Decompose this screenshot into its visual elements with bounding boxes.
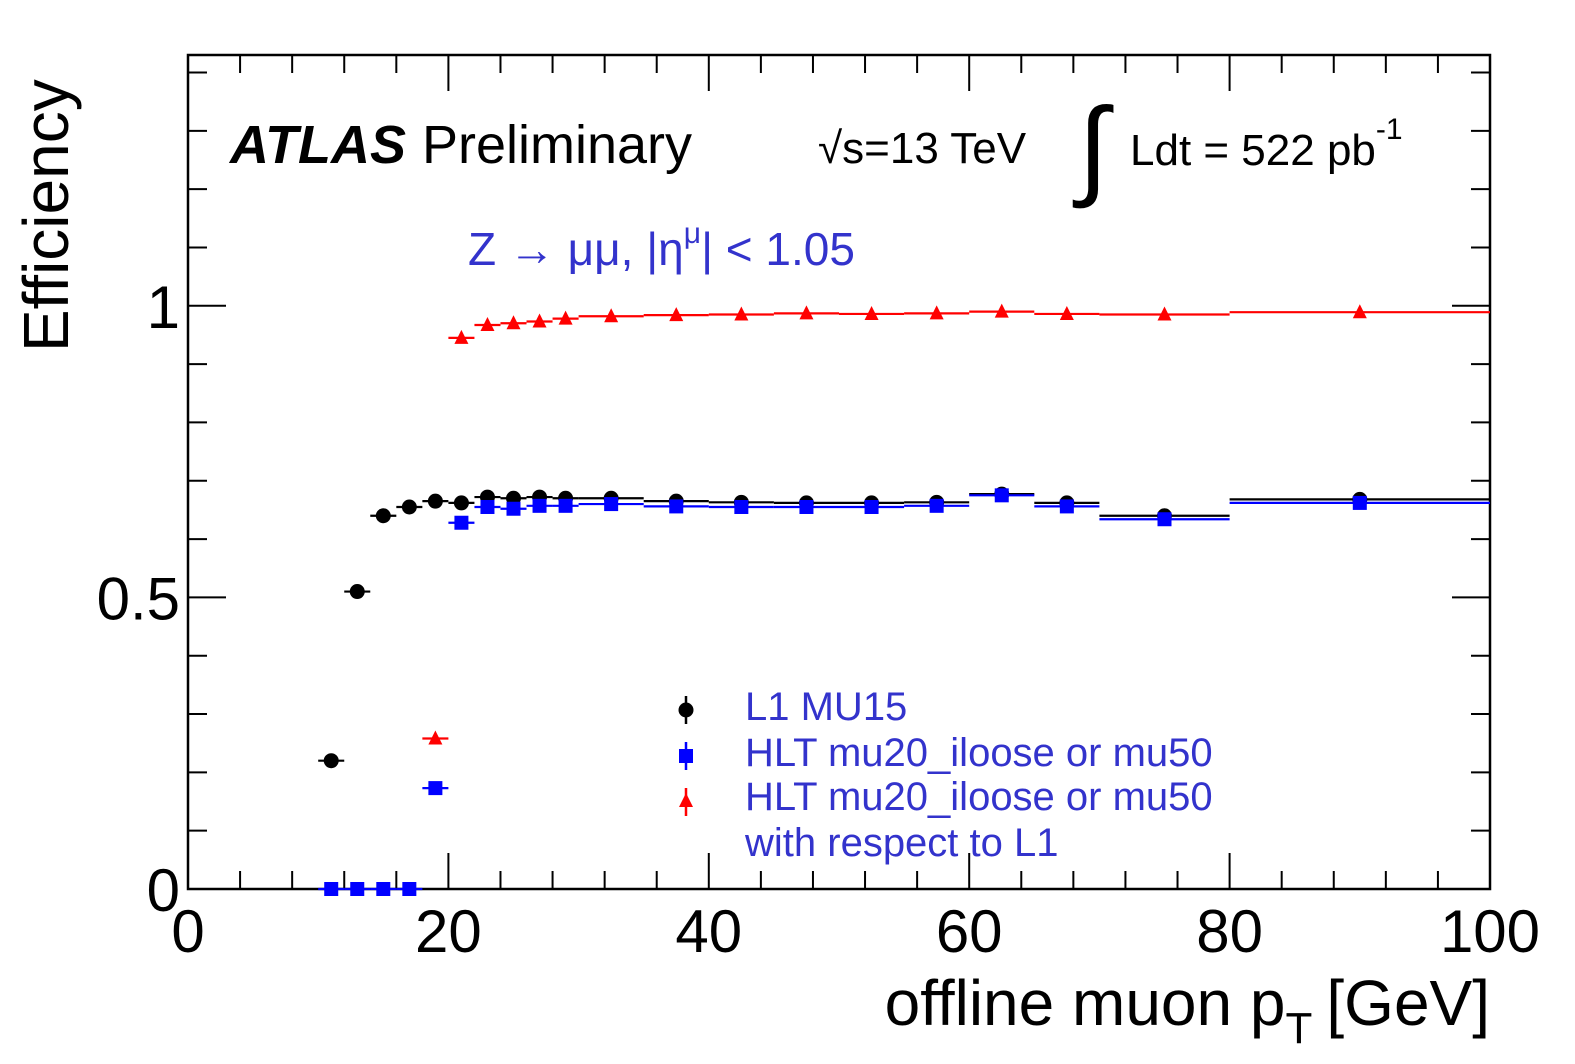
luminosity-value: Ldt = 522 pb	[1130, 126, 1376, 175]
data-point	[532, 313, 547, 328]
series-2	[422, 303, 1490, 745]
selection-label: Z → μμ, |ημ| < 1.05	[468, 217, 855, 275]
data-point	[427, 493, 443, 509]
data-point	[532, 498, 547, 513]
data-marks	[318, 303, 1490, 896]
y-tick-label: 0	[147, 857, 180, 924]
data-point	[994, 488, 1009, 503]
x-tick-label: 100	[1440, 898, 1540, 965]
data-point	[506, 501, 521, 516]
selection-superscript: μ	[684, 217, 701, 250]
data-point	[1059, 499, 1074, 514]
data-point	[349, 584, 365, 600]
data-point	[1059, 305, 1074, 320]
legend-marker-l1	[678, 696, 694, 724]
legend-marker-hlt	[679, 742, 693, 770]
energy-label: √s=13 TeV	[818, 124, 1027, 173]
y-axis-label: Efficiency	[10, 79, 82, 352]
x-tick-label: 80	[1196, 898, 1263, 965]
axis-ticks	[187, 55, 1491, 890]
legend-label-hlt-wrt-l1: HLT mu20_iloose or mu50	[745, 775, 1213, 819]
data-point	[929, 305, 944, 320]
plot-frame	[186, 53, 1492, 891]
data-point	[669, 307, 684, 322]
y-tick-label: 0.5	[97, 565, 180, 632]
atlas-label: ATLAS Preliminary	[228, 115, 692, 175]
data-point	[428, 730, 443, 745]
data-point	[799, 305, 814, 320]
data-point	[1352, 495, 1367, 510]
data-point	[323, 753, 339, 769]
x-tick-label: 20	[415, 898, 482, 965]
legend-label-hlt: HLT mu20_iloose or mu50	[745, 731, 1213, 775]
data-point	[669, 499, 684, 514]
data-point	[604, 497, 619, 512]
x-tick-label: 40	[675, 898, 742, 965]
data-point	[734, 306, 749, 321]
luminosity-exponent: -1	[1376, 113, 1403, 146]
integral-sign: ∫	[1072, 86, 1114, 209]
atlas-status: Preliminary	[422, 115, 692, 175]
legend-label-hlt-wrt-l1-line2: with respect to L1	[744, 821, 1059, 865]
atlas-experiment: ATLAS	[228, 115, 406, 175]
x-axis-label-unit: [GeV]	[1326, 967, 1490, 1039]
x-axis-label: offline muon pT [GeV]	[885, 967, 1490, 1053]
energy-value: =13 TeV	[864, 124, 1027, 173]
data-point	[402, 882, 417, 896]
y-tick-label: 1	[147, 274, 180, 341]
energy-sqrt: √s	[818, 124, 864, 173]
series-1	[318, 488, 1490, 896]
data-point	[1157, 306, 1172, 321]
data-point	[376, 882, 391, 896]
legend-label-l1: L1 MU15	[745, 685, 907, 729]
data-point	[375, 508, 391, 524]
x-axis-label-subscript: T	[1285, 1004, 1312, 1053]
data-point	[454, 515, 469, 530]
data-point	[994, 303, 1009, 318]
data-point	[734, 499, 749, 514]
selection-cut: | < 1.05	[701, 223, 855, 275]
legend: L1 MU15 HLT mu20_iloose or mu50 HLT mu20…	[678, 685, 1213, 865]
x-axis-label-main: offline muon p	[885, 967, 1286, 1039]
data-point	[350, 882, 365, 896]
data-point	[604, 308, 619, 323]
data-point	[324, 882, 339, 896]
x-tick-label: 60	[936, 898, 1003, 965]
x-tick-label: 0	[171, 898, 204, 965]
data-point	[558, 310, 573, 325]
selection-main: Z → μμ, |η	[468, 223, 684, 275]
data-point	[1352, 304, 1367, 319]
data-point	[453, 495, 469, 511]
data-point	[480, 499, 495, 514]
data-point	[864, 499, 879, 514]
data-point	[929, 498, 944, 513]
data-point	[454, 329, 469, 344]
data-point	[864, 305, 879, 320]
legend-marker-hlt-wrt-l1	[679, 788, 693, 816]
data-point	[480, 317, 495, 332]
data-point	[428, 781, 443, 796]
data-point	[799, 499, 814, 514]
data-point	[506, 315, 521, 330]
luminosity-label: Ldt = 522 pb-1	[1130, 113, 1403, 175]
axis-tick-labels: 0 20 40 60 80 100 0 0.5 1	[97, 274, 1540, 965]
data-point	[1157, 512, 1172, 527]
data-point	[558, 498, 573, 513]
data-point	[401, 499, 417, 515]
